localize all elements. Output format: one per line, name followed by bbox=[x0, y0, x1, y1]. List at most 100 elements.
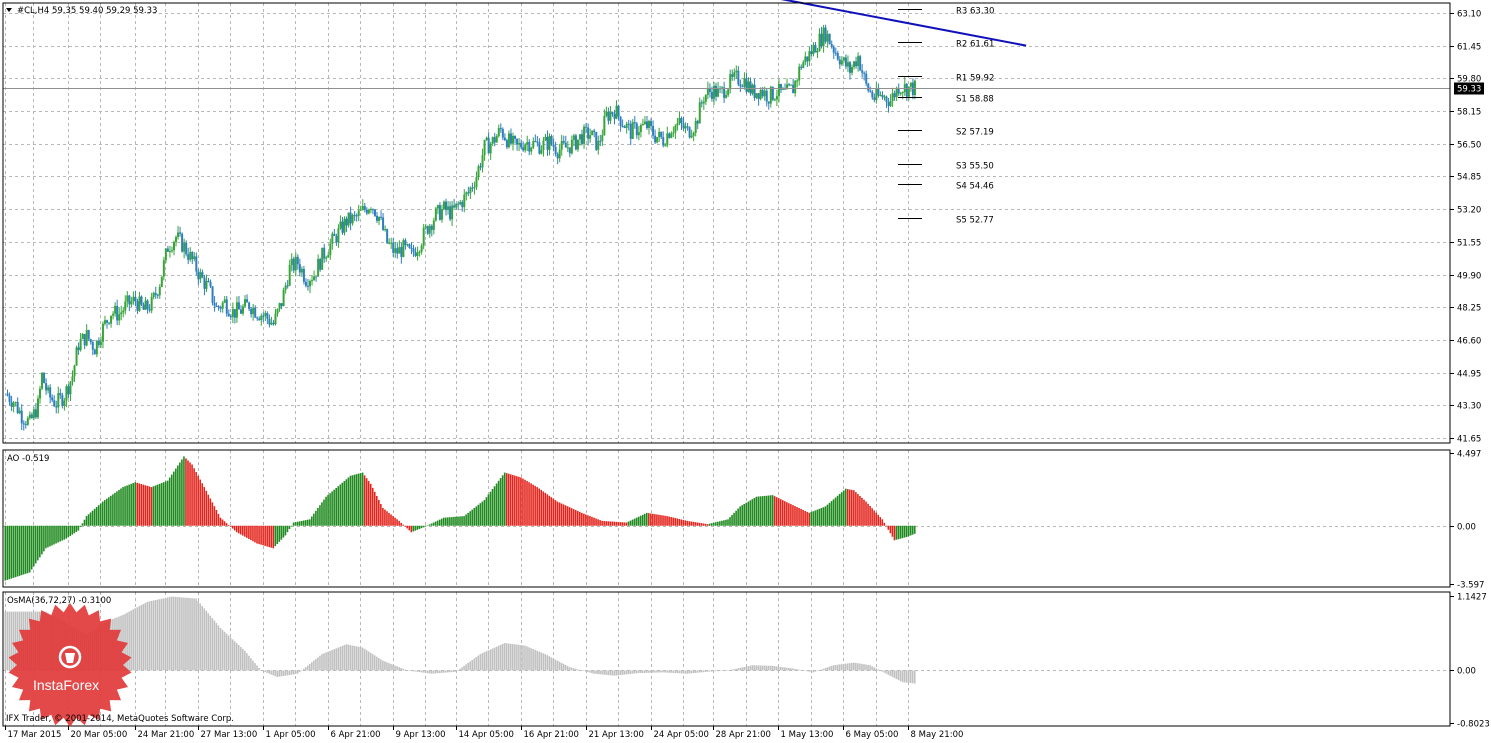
candle[interactable] bbox=[520, 139, 523, 149]
candle[interactable] bbox=[777, 78, 780, 103]
candle[interactable] bbox=[759, 87, 762, 101]
candle[interactable] bbox=[337, 224, 340, 248]
candle[interactable] bbox=[743, 72, 746, 90]
ao-pane[interactable] bbox=[4, 456, 916, 581]
candle[interactable] bbox=[467, 186, 470, 197]
candle[interactable] bbox=[684, 122, 687, 134]
candle[interactable] bbox=[641, 118, 644, 126]
candle[interactable] bbox=[36, 395, 39, 419]
candle[interactable] bbox=[294, 252, 297, 277]
candle[interactable] bbox=[136, 298, 139, 315]
candle[interactable] bbox=[806, 56, 809, 68]
candle[interactable] bbox=[692, 131, 695, 142]
candle[interactable] bbox=[668, 132, 671, 139]
candle[interactable] bbox=[631, 119, 634, 140]
candle[interactable] bbox=[605, 106, 608, 118]
candle[interactable] bbox=[430, 224, 433, 237]
candle[interactable] bbox=[698, 97, 701, 124]
candle[interactable] bbox=[309, 279, 311, 293]
candle[interactable] bbox=[625, 121, 628, 134]
candle[interactable] bbox=[191, 251, 194, 265]
candle[interactable] bbox=[662, 131, 665, 148]
candle[interactable] bbox=[219, 305, 222, 313]
candle[interactable] bbox=[526, 135, 529, 152]
candle[interactable] bbox=[39, 385, 42, 404]
candle[interactable] bbox=[704, 94, 707, 105]
candle[interactable] bbox=[235, 296, 238, 323]
candle[interactable] bbox=[148, 304, 151, 313]
candle[interactable] bbox=[14, 401, 17, 407]
candle[interactable] bbox=[266, 311, 269, 325]
candle[interactable] bbox=[619, 116, 622, 132]
candle[interactable] bbox=[132, 291, 135, 305]
candle[interactable] bbox=[784, 83, 787, 91]
candle[interactable] bbox=[893, 90, 896, 101]
candle[interactable] bbox=[851, 64, 854, 76]
candle[interactable] bbox=[114, 302, 117, 317]
candle[interactable] bbox=[652, 120, 655, 140]
candle[interactable] bbox=[195, 252, 198, 276]
candle[interactable] bbox=[489, 141, 492, 160]
candle[interactable] bbox=[881, 91, 884, 100]
candle[interactable] bbox=[323, 243, 326, 263]
candle[interactable] bbox=[595, 131, 598, 151]
candle[interactable] bbox=[599, 134, 602, 147]
candle[interactable] bbox=[201, 269, 204, 279]
candle[interactable] bbox=[465, 191, 468, 201]
candle[interactable] bbox=[20, 404, 23, 431]
candle[interactable] bbox=[554, 141, 557, 157]
candle[interactable] bbox=[828, 33, 831, 45]
candle[interactable] bbox=[509, 128, 512, 146]
candle[interactable] bbox=[865, 70, 868, 87]
candle[interactable] bbox=[739, 79, 742, 92]
candle[interactable] bbox=[380, 210, 383, 221]
candle[interactable] bbox=[755, 93, 758, 100]
candle[interactable] bbox=[321, 247, 324, 270]
candle[interactable] bbox=[284, 282, 287, 294]
candle[interactable] bbox=[702, 96, 705, 110]
candle[interactable] bbox=[290, 253, 293, 272]
candle[interactable] bbox=[71, 370, 74, 386]
candle[interactable] bbox=[128, 294, 131, 312]
candle[interactable] bbox=[130, 296, 133, 308]
candle[interactable] bbox=[209, 279, 212, 289]
candle[interactable] bbox=[694, 117, 697, 137]
candle[interactable] bbox=[913, 79, 916, 100]
candle[interactable] bbox=[89, 338, 92, 345]
candle[interactable] bbox=[507, 130, 510, 149]
candle[interactable] bbox=[623, 125, 626, 129]
candle[interactable] bbox=[664, 142, 667, 147]
candle[interactable] bbox=[672, 126, 675, 138]
candle[interactable] bbox=[536, 135, 539, 147]
candle[interactable] bbox=[615, 100, 618, 120]
candle[interactable] bbox=[822, 24, 825, 53]
candle[interactable] bbox=[469, 186, 472, 200]
candle[interactable] bbox=[524, 143, 527, 153]
candle[interactable] bbox=[700, 99, 703, 108]
candle[interactable] bbox=[905, 82, 908, 101]
candle[interactable] bbox=[459, 199, 462, 206]
candle[interactable] bbox=[83, 333, 86, 350]
candle[interactable] bbox=[491, 136, 494, 146]
candle[interactable] bbox=[558, 143, 561, 163]
candle[interactable] bbox=[156, 293, 159, 299]
candle[interactable] bbox=[715, 82, 717, 102]
candle[interactable] bbox=[386, 228, 389, 244]
candle[interactable] bbox=[49, 384, 52, 404]
candle[interactable] bbox=[721, 86, 724, 94]
candle[interactable] bbox=[656, 137, 659, 144]
candle[interactable] bbox=[556, 152, 559, 165]
candle[interactable] bbox=[45, 378, 48, 395]
candle[interactable] bbox=[223, 296, 226, 304]
candle[interactable] bbox=[298, 258, 301, 277]
candle[interactable] bbox=[361, 199, 364, 211]
candle[interactable] bbox=[530, 146, 533, 155]
candle[interactable] bbox=[717, 81, 720, 98]
candle[interactable] bbox=[493, 132, 496, 147]
candle[interactable] bbox=[438, 202, 441, 221]
candle[interactable] bbox=[227, 309, 230, 317]
candle[interactable] bbox=[24, 421, 27, 429]
candle[interactable] bbox=[540, 145, 543, 155]
candle[interactable] bbox=[177, 225, 180, 240]
